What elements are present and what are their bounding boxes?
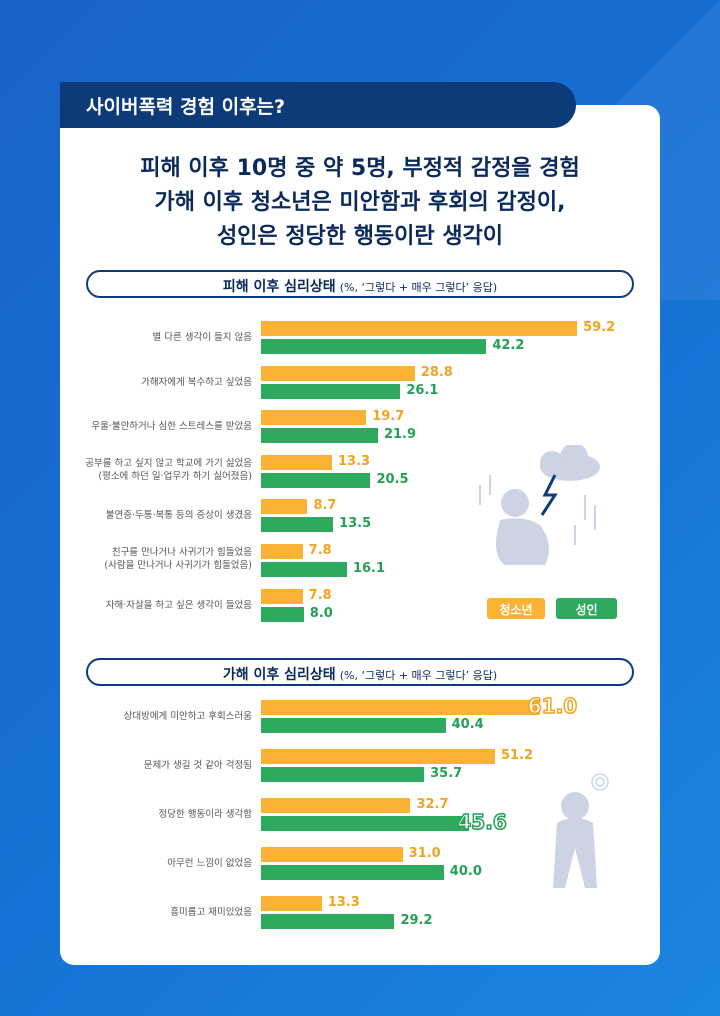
category-label-line: (평소에 하던 일·업무가 하기 싫어졌음) bbox=[98, 470, 252, 482]
bar-youth bbox=[261, 454, 333, 470]
chart2-title-pill: 가해 이후 심리상태 (%, ‘그렇다 + 매우 그렇다’ 응답) bbox=[86, 658, 634, 686]
category-label: 아무런 느낌이 없었음 bbox=[167, 857, 252, 870]
distressed-person-illustration bbox=[479, 445, 600, 565]
data-label: 31.0 bbox=[408, 846, 441, 861]
bar-adult bbox=[261, 718, 446, 733]
data-label: 40.4 bbox=[451, 717, 484, 732]
headline: 피해 이후 10명 중 약 5명, 부정적 감정을 경험 가해 이후 청소년은 … bbox=[60, 152, 660, 254]
data-label: 51.2 bbox=[500, 748, 534, 763]
headline-line: 가해 이후 청소년은 미안함과 후회의 감정이, bbox=[154, 190, 566, 215]
category-label: 친구를 만나거나 사귀기가 힘들었음 (사람을 만나거나 사귀기가 힘들었음) bbox=[104, 546, 252, 572]
chart2-subtitle: (%, ‘그렇다 + 매우 그렇다’ 응답) bbox=[339, 669, 498, 682]
data-label: 7.8 bbox=[308, 543, 332, 558]
category-label: 가해자에게 복수하고 싶었음 bbox=[141, 376, 252, 389]
chart1-title: 피해 이후 심리상태 bbox=[222, 279, 336, 295]
category-label: 흥미롭고 재미있었음 bbox=[170, 906, 252, 919]
regretful-person-illustration bbox=[553, 773, 609, 888]
data-label: 16.1 bbox=[352, 561, 386, 576]
bar-adult bbox=[261, 383, 401, 399]
bar-adult bbox=[261, 606, 304, 622]
data-label: 26.1 bbox=[406, 382, 439, 398]
section-tab-title: 사이버폭력 경험 이후는? bbox=[60, 82, 576, 128]
data-label: 7.8 bbox=[308, 587, 332, 603]
category-label: 문제가 생길 것 같아 걱정됨 bbox=[144, 759, 252, 772]
legend-adult: 성인 bbox=[556, 598, 617, 619]
category-label: 우울·불안하거나 심한 스트레스를 받았음 bbox=[91, 420, 252, 433]
chart2-title: 가해 이후 심리상태 bbox=[222, 667, 336, 683]
bar-youth bbox=[261, 798, 411, 813]
bar-youth bbox=[261, 847, 403, 862]
data-label: 13.3 bbox=[327, 895, 360, 910]
bar-youth bbox=[261, 588, 303, 604]
category-label: 별 다른 생각이 들지 않음 bbox=[153, 331, 252, 344]
data-label: 29.2 bbox=[400, 913, 433, 928]
category-label-line: 흥미롭고 재미있었음 bbox=[170, 907, 252, 918]
data-label: 13.3 bbox=[338, 453, 371, 469]
data-label: 20.5 bbox=[376, 471, 409, 487]
bar-youth bbox=[261, 499, 308, 515]
bar-adult bbox=[261, 562, 347, 577]
bar-adult bbox=[261, 816, 470, 831]
category-label-line: 정당한 행동이라 생각함 bbox=[158, 809, 252, 820]
category-label-line: 아무런 느낌이 없었음 bbox=[167, 858, 252, 869]
category-label-line: 별 다른 생각이 들지 않음 bbox=[152, 332, 252, 343]
bar-adult bbox=[261, 865, 444, 880]
data-label: 13.5 bbox=[339, 516, 372, 532]
data-label: 8.7 bbox=[313, 498, 337, 514]
category-label: 자해·자살을 하고 싶은 생각이 들었음 bbox=[106, 599, 252, 612]
bar-adult bbox=[261, 914, 395, 929]
category-label: 공부를 하고 싶지 않고 학교에 가기 싫었음 (평소에 하던 일·업무가 하기 … bbox=[85, 457, 252, 483]
legend-youth: 청소년 bbox=[487, 598, 545, 619]
data-label: 35.7 bbox=[430, 766, 463, 781]
category-label-line: (사람을 만나거나 사귀기가 힘들었음) bbox=[104, 560, 252, 571]
category-label-line: 자해·자살을 하고 싶은 생각이 들었음 bbox=[105, 599, 252, 611]
data-label: 21.9 bbox=[383, 427, 417, 443]
bar-youth bbox=[261, 410, 367, 426]
category-label: 정당한 행동이라 생각함 bbox=[159, 808, 252, 821]
category-label-line: 불면증·두통·복통 등의 증상이 생겼음 bbox=[105, 510, 252, 522]
data-label: 28.8 bbox=[420, 364, 453, 380]
bar-youth bbox=[261, 365, 415, 381]
bar-adult bbox=[261, 428, 378, 444]
bar-youth bbox=[261, 321, 578, 336]
data-label: 19.7 bbox=[372, 409, 405, 425]
category-label-line: 공부를 하고 싶지 않고 학교에 가기 싫었음 bbox=[85, 457, 252, 469]
category-label: 상대방에게 미안하고 후회스러움 bbox=[124, 710, 252, 723]
bar-adult bbox=[261, 517, 334, 533]
headline-line: 피해 이후 10명 중 약 5명, 부정적 감정을 경험 bbox=[140, 156, 580, 181]
category-label-line: 친구를 만나거나 사귀기가 힘들었음 bbox=[111, 547, 252, 558]
bar-youth bbox=[261, 749, 495, 764]
category-label-line: 상대방에게 미안하고 후회스러움 bbox=[123, 711, 252, 722]
bar-youth bbox=[261, 896, 322, 911]
data-label: 32.7 bbox=[416, 797, 449, 812]
data-label: 40.0 bbox=[449, 864, 482, 879]
category-label-line: 가해자에게 복수하고 싶었음 bbox=[141, 376, 252, 388]
data-label: 45.6 bbox=[457, 809, 508, 835]
bar-youth bbox=[261, 544, 303, 559]
category-label-line: 우울·불안하거나 심한 스트레스를 받았음 bbox=[91, 421, 252, 433]
data-label: 61.0 bbox=[527, 693, 578, 719]
bar-youth bbox=[261, 700, 540, 715]
data-label: 8.0 bbox=[309, 605, 333, 621]
bar-adult bbox=[261, 472, 371, 488]
chart1-subtitle: (%, ‘그렇다 + 매우 그렇다’ 응답) bbox=[339, 281, 498, 294]
bar-adult bbox=[261, 767, 425, 782]
category-label: 불면증·두통·복통 등의 증상이 생겼음 bbox=[106, 509, 252, 522]
data-label: 42.2 bbox=[492, 338, 525, 353]
data-label: 59.2 bbox=[583, 320, 616, 335]
category-label-line: 문제가 생길 것 같아 걱정됨 bbox=[143, 760, 252, 771]
headline-line: 성인은 정당한 행동이란 생각이 bbox=[216, 224, 504, 249]
bar-adult bbox=[261, 339, 487, 354]
chart1-title-pill: 피해 이후 심리상태 (%, ‘그렇다 + 매우 그렇다’ 응답) bbox=[86, 270, 634, 298]
